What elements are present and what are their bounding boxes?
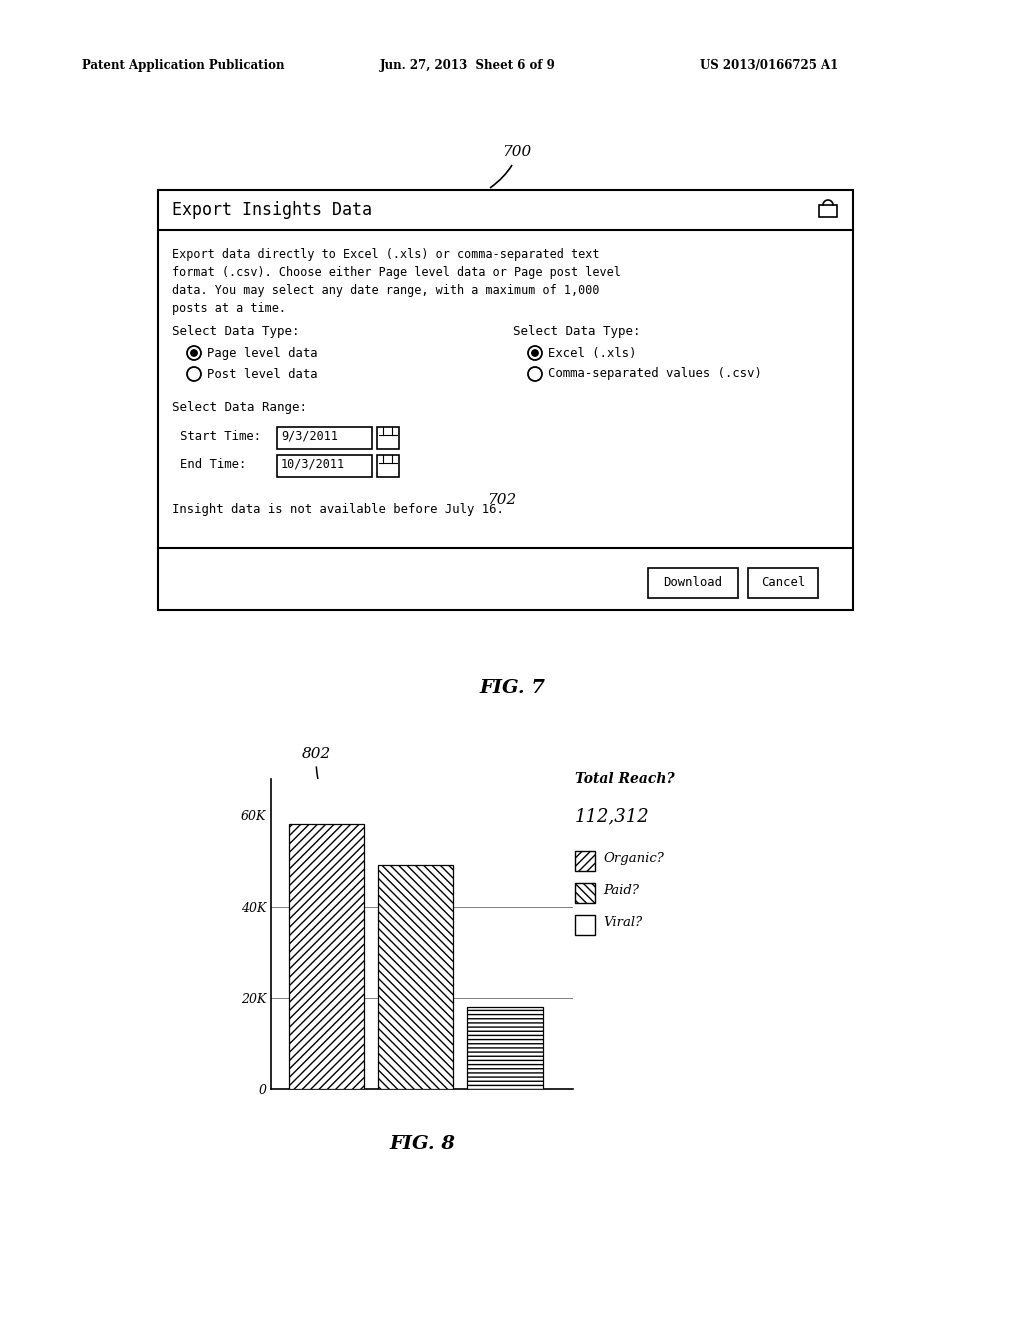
Bar	[648, 568, 738, 598]
Text: 802: 802	[302, 747, 331, 762]
Text: Insight data is not available before July 16.: Insight data is not available before Jul…	[172, 503, 504, 516]
Bar	[748, 568, 818, 598]
Text: Download: Download	[664, 577, 723, 590]
Text: Cancel: Cancel	[761, 577, 805, 590]
Bar	[278, 455, 372, 477]
Bar	[575, 915, 595, 935]
Text: FIG. 8: FIG. 8	[389, 1135, 456, 1152]
Bar	[575, 851, 595, 871]
Text: Select Data Type:: Select Data Type:	[513, 326, 640, 338]
Bar	[158, 190, 853, 610]
Text: 700: 700	[502, 145, 531, 158]
Text: Excel (.xls): Excel (.xls)	[548, 346, 637, 359]
Text: Post level data: Post level data	[207, 367, 317, 380]
Text: format (.csv). Choose either Page level data or Page post level: format (.csv). Choose either Page level …	[172, 267, 621, 279]
Bar	[278, 426, 372, 449]
Text: 804: 804	[419, 804, 449, 817]
Text: End Time:: End Time:	[180, 458, 247, 470]
Text: 806: 806	[522, 975, 551, 989]
Bar	[575, 883, 595, 903]
Text: FIG. 7: FIG. 7	[479, 678, 545, 697]
Text: 702: 702	[487, 492, 516, 507]
Circle shape	[531, 350, 539, 356]
Bar	[377, 426, 399, 449]
Text: posts at a time.: posts at a time.	[172, 302, 286, 315]
Text: 112,312: 112,312	[575, 808, 650, 826]
Text: Jun. 27, 2013  Sheet 6 of 9: Jun. 27, 2013 Sheet 6 of 9	[380, 58, 556, 71]
Text: Page level data: Page level data	[207, 346, 317, 359]
Bar	[289, 825, 365, 1089]
Bar	[819, 205, 837, 216]
Text: 9/3/2011: 9/3/2011	[281, 429, 338, 442]
Text: Comma-separated values (.csv): Comma-separated values (.csv)	[548, 367, 762, 380]
Text: Paid?: Paid?	[603, 884, 639, 898]
Text: data. You may select any date range, with a maximum of 1,000: data. You may select any date range, wit…	[172, 284, 599, 297]
Text: 10/3/2011: 10/3/2011	[281, 458, 345, 470]
Text: Select Data Range:: Select Data Range:	[172, 401, 307, 414]
Text: Organic?: Organic?	[603, 853, 664, 866]
Text: Export Insights Data: Export Insights Data	[172, 201, 372, 219]
Text: Total Reach?: Total Reach?	[575, 772, 675, 785]
Bar	[377, 455, 399, 477]
Bar	[378, 866, 454, 1089]
Text: Viral?: Viral?	[603, 916, 642, 929]
Text: Select Data Type:: Select Data Type:	[172, 326, 299, 338]
Text: Patent Application Publication: Patent Application Publication	[82, 58, 285, 71]
Text: Start Time:: Start Time:	[180, 429, 261, 442]
Text: Export data directly to Excel (.xls) or comma-separated text: Export data directly to Excel (.xls) or …	[172, 248, 599, 261]
Circle shape	[190, 350, 198, 356]
Text: US 2013/0166725 A1: US 2013/0166725 A1	[700, 58, 839, 71]
Bar	[467, 1007, 543, 1089]
